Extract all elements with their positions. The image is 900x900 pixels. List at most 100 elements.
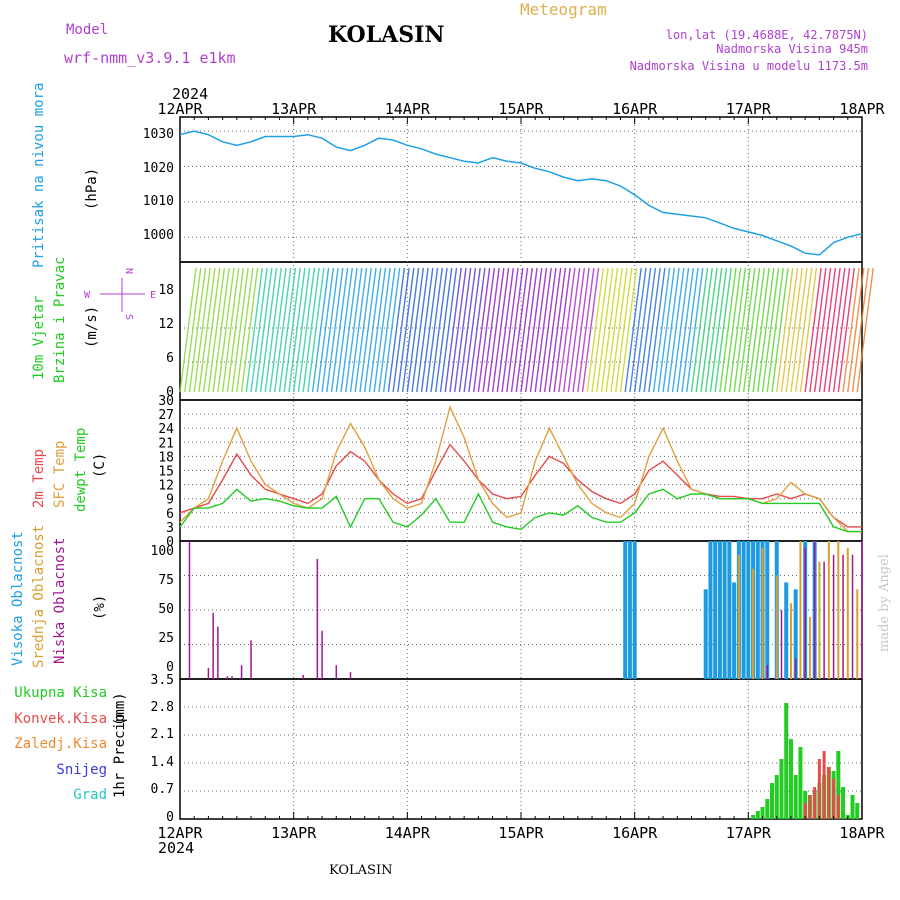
high-cloud-bar bbox=[722, 541, 727, 679]
pressure-tick: 1030 bbox=[143, 127, 174, 142]
wind-barb bbox=[373, 267, 391, 393]
wind-barb bbox=[354, 267, 372, 393]
total-precip-bar bbox=[836, 751, 841, 819]
wind-barb bbox=[586, 267, 604, 393]
wind-barb bbox=[529, 267, 548, 393]
low-cloud-bar bbox=[794, 658, 797, 679]
high-cloud-bar bbox=[793, 589, 798, 679]
wind-barb bbox=[368, 267, 387, 393]
high-cloud-bar bbox=[708, 541, 713, 679]
high-cloud-bar bbox=[713, 541, 718, 679]
wind-barb bbox=[226, 267, 245, 393]
sfc-temp-label: SFC Temp bbox=[52, 441, 68, 508]
wind-barb bbox=[757, 267, 775, 393]
wind-barb bbox=[633, 267, 652, 393]
wind-barb bbox=[558, 267, 576, 393]
time-label-top: 17APR bbox=[726, 100, 772, 118]
wind-barb bbox=[406, 267, 425, 393]
time-label-bottom: 18APR bbox=[839, 824, 885, 842]
high-cloud-bar bbox=[746, 541, 751, 679]
wind-barb bbox=[719, 267, 737, 393]
temperature-tick: 15 bbox=[158, 465, 174, 480]
temperature-unit: (C) bbox=[92, 453, 108, 478]
low-cloud-bar bbox=[832, 554, 835, 679]
wind-barb bbox=[188, 267, 207, 393]
precip-tick: 0.7 bbox=[151, 782, 174, 797]
temperature-tick: 24 bbox=[158, 422, 174, 437]
temperature-tick: 0 bbox=[166, 535, 174, 550]
wind-barb bbox=[269, 267, 287, 393]
wind-tick: 6 bbox=[166, 351, 174, 366]
wind-barb bbox=[515, 267, 533, 393]
wind-barb bbox=[619, 267, 638, 393]
precip-tick: 2.1 bbox=[151, 727, 174, 742]
pressure-label: Pritisak na nivou mora bbox=[31, 83, 47, 268]
wind-barb bbox=[657, 267, 676, 393]
wind-barb bbox=[364, 267, 382, 393]
wind-barb bbox=[482, 267, 500, 393]
wind-barb bbox=[690, 267, 709, 393]
footer-station: KOLASIN bbox=[329, 863, 392, 878]
wind-barb bbox=[283, 267, 301, 393]
wind-barb bbox=[766, 267, 784, 393]
conv-precip-bar bbox=[813, 787, 817, 819]
high-cloud-bar bbox=[727, 541, 732, 679]
wind-barb bbox=[321, 267, 339, 393]
mid-cloud-bar bbox=[846, 547, 849, 679]
wind-barb bbox=[439, 267, 458, 393]
wind-barb bbox=[330, 267, 349, 393]
pressure-tick: 1000 bbox=[143, 228, 174, 243]
time-label-bottom: 14APR bbox=[385, 824, 431, 842]
pressure-unit: (hPa) bbox=[84, 168, 100, 210]
wind-barb bbox=[638, 267, 657, 393]
wind-barb bbox=[472, 267, 491, 393]
wind-barb bbox=[382, 267, 401, 393]
wind-barb bbox=[240, 267, 259, 393]
temperature-tick: 27 bbox=[158, 408, 174, 423]
station-title: KOLASIN bbox=[328, 22, 445, 48]
wind-barb bbox=[449, 267, 467, 393]
wind-tick: 18 bbox=[158, 283, 174, 298]
conv-precip-bar bbox=[808, 795, 812, 819]
wind-barb bbox=[686, 267, 704, 393]
low-cloud-bar bbox=[823, 561, 825, 679]
conv-precip-bar bbox=[827, 767, 831, 819]
wind-barb bbox=[430, 267, 448, 393]
time-label-top: 14APR bbox=[385, 100, 431, 118]
wind-barb bbox=[596, 267, 614, 393]
precip-legend-snow: Snijeg bbox=[56, 762, 107, 778]
wind-barb bbox=[610, 267, 628, 393]
high-cloud-label: Visoka Oblacnost bbox=[10, 531, 26, 666]
wind-barb bbox=[236, 267, 254, 393]
wind-barb bbox=[525, 267, 543, 393]
wind-barb bbox=[667, 267, 685, 393]
wind-barb bbox=[856, 267, 874, 393]
total-precip-bar bbox=[855, 803, 860, 819]
pressure-tick: 1020 bbox=[143, 161, 174, 176]
wind-barb bbox=[510, 267, 529, 393]
wind-barb bbox=[207, 267, 226, 393]
cloud-tick: 0 bbox=[166, 660, 174, 675]
wind-barb bbox=[705, 267, 723, 393]
mid-cloud-bar bbox=[737, 554, 740, 679]
wind-barb bbox=[629, 267, 647, 393]
wind-barb bbox=[477, 267, 496, 393]
low-cloud-bar bbox=[316, 558, 319, 679]
credit-label: made by Angel bbox=[877, 554, 892, 652]
time-label-top: 12APR bbox=[157, 100, 203, 118]
precip-legend-frozen: Zaledj.Kisa bbox=[14, 736, 107, 752]
wind-barb bbox=[823, 267, 841, 393]
cloud-tick: 100 bbox=[151, 544, 174, 559]
wind-barb bbox=[752, 267, 770, 393]
wind-barb bbox=[340, 267, 358, 393]
wind-barb bbox=[591, 267, 609, 393]
wind-barb bbox=[776, 267, 794, 393]
wind-barb bbox=[217, 267, 235, 393]
temperature-tick: 30 bbox=[158, 394, 174, 409]
low-cloud-bar bbox=[212, 612, 214, 679]
wind-barb bbox=[416, 267, 434, 393]
wind-barb bbox=[742, 267, 761, 393]
wind-barb bbox=[420, 267, 439, 393]
time-label-bottom: 16APR bbox=[612, 824, 658, 842]
wind-barb bbox=[837, 267, 856, 393]
